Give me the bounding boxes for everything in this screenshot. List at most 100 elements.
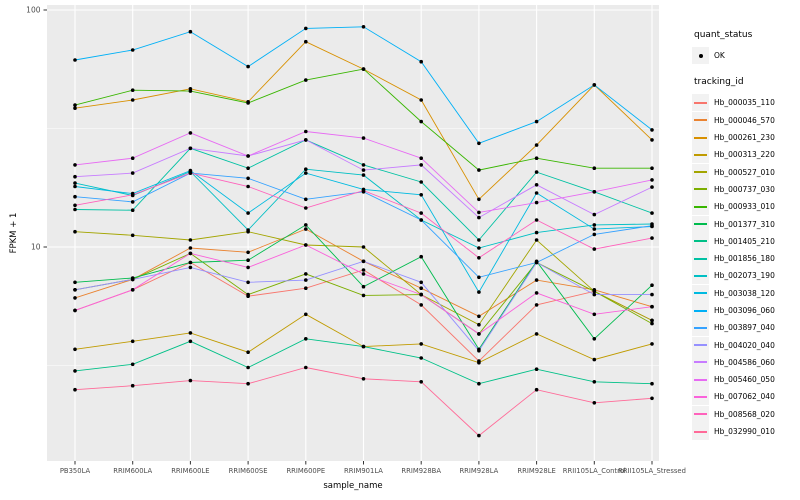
- legend-item-label: Hb_000527_010: [714, 167, 775, 177]
- line-swatch: [692, 423, 709, 441]
- legend-item-Hb_001405_210: Hb_001405_210: [692, 232, 775, 250]
- x-tick-label: RRIM928LE: [517, 467, 555, 475]
- legend-item-label: Hb_032990_010: [714, 427, 775, 437]
- x-tick-label: RRIM928LA: [459, 467, 498, 475]
- series-color-line-icon: [694, 378, 707, 381]
- line-swatch: [692, 129, 709, 147]
- x-tick-label: RRIM600LE: [171, 467, 209, 475]
- legend-item-label: Hb_007062_040: [714, 392, 775, 402]
- x-tick-label: RRIM928BA: [401, 467, 441, 475]
- legend-item-label: Hb_004020_040: [714, 340, 775, 350]
- x-tick-label: RRIM600SE: [229, 467, 268, 475]
- legend-title-tracking-id: tracking_id: [694, 77, 744, 88]
- line-swatch: [692, 215, 709, 233]
- series-color-line-icon: [694, 395, 707, 398]
- series-color-line-icon: [694, 188, 707, 191]
- y-axis-title: FPKM + 1: [9, 212, 19, 254]
- legend-item-Hb_004586_060: Hb_004586_060: [692, 353, 775, 371]
- series-color-line-icon: [694, 257, 707, 260]
- black-point-icon: [698, 53, 703, 58]
- series-color-line-icon: [694, 153, 707, 156]
- series-color-line-icon: [694, 292, 707, 295]
- x-axis-title: sample_name: [323, 481, 383, 491]
- legend-item-label: Hb_000261_230: [714, 133, 775, 143]
- line-swatch: [692, 302, 709, 319]
- series-color-line-icon: [694, 101, 707, 104]
- legend-item-label: Hb_000933_010: [714, 202, 775, 212]
- line-swatch: [692, 319, 709, 337]
- legend-item-label: Hb_003096_060: [714, 306, 775, 315]
- legend-item-label: Hb_005460_050: [714, 375, 775, 385]
- line-swatch: [692, 336, 709, 354]
- y-tick-label: 100: [26, 6, 41, 15]
- legend: quant_status OK tracking_id Hb_000035_11…: [692, 30, 775, 453]
- x-tick-label: RRIM600LA: [113, 467, 152, 475]
- legend-item-Hb_008568_020: Hb_008568_020: [692, 405, 775, 423]
- series-color-line-icon: [694, 430, 707, 433]
- legend-item-Hb_000737_030: Hb_000737_030: [692, 180, 775, 198]
- line-swatch: [692, 94, 709, 112]
- legend-item-label: Hb_003038_120: [714, 288, 775, 298]
- legend-item-label: Hb_000737_030: [714, 184, 775, 194]
- legend-item-label: Hb_008568_020: [714, 409, 775, 419]
- series-color-line-icon: [694, 223, 707, 226]
- legend-item-Hb_000933_010: Hb_000933_010: [692, 198, 775, 216]
- legend-item-label: Hb_001377_310: [714, 219, 775, 229]
- y-tick-label: 10: [31, 243, 41, 252]
- series-color-line-icon: [694, 326, 707, 329]
- line-swatch: [692, 284, 709, 302]
- series-color-line-icon: [694, 309, 707, 312]
- legend-item-label: Hb_000313_220: [714, 150, 775, 160]
- legend-item-ok: OK: [692, 47, 775, 65]
- legend-item-Hb_001377_310: Hb_001377_310: [692, 215, 775, 233]
- series-color-line-icon: [694, 361, 707, 364]
- line-swatch: [692, 180, 709, 198]
- series-color-line-icon: [694, 240, 707, 243]
- line-swatch: [692, 163, 709, 181]
- line-swatch: [692, 111, 709, 129]
- legend-section-tracking-id: tracking_id Hb_000035_110 Hb_000046_570 Hb…: [692, 77, 775, 441]
- series-color-line-icon: [694, 119, 707, 122]
- legend-item-label: Hb_001856_180: [714, 254, 775, 264]
- legend-item-Hb_032990_010: Hb_032990_010: [692, 423, 775, 441]
- legend-item-label: Hb_002073_190: [714, 271, 775, 281]
- line-swatch: [692, 371, 709, 389]
- series-color-line-icon: [694, 205, 707, 208]
- line-swatch: [692, 388, 709, 406]
- line-swatch: [692, 353, 709, 371]
- panel-background: [47, 5, 659, 461]
- x-tick-label: RRII105LA_Control: [563, 467, 626, 475]
- legend-item-Hb_005460_050: Hb_005460_050: [692, 371, 775, 389]
- legend-item-label: Hb_003897_040: [714, 323, 775, 333]
- legend-item-Hb_000261_230: Hb_000261_230: [692, 129, 775, 147]
- legend-item-Hb_000035_110: Hb_000035_110: [692, 94, 775, 112]
- x-tick-label: PB350LA: [60, 467, 91, 475]
- legend-item-Hb_002073_190: Hb_002073_190: [692, 267, 775, 285]
- line-swatch: [692, 146, 709, 164]
- x-tick-label: RRIM600PE: [286, 467, 325, 475]
- line-swatch: [692, 267, 709, 285]
- legend-item-Hb_003096_060: Hb_003096_060: [692, 302, 775, 319]
- legend-item-label: Hb_000035_110: [714, 98, 775, 108]
- ok-point-key: [692, 47, 709, 65]
- legend-item-Hb_000527_010: Hb_000527_010: [692, 163, 775, 181]
- line-swatch: [692, 250, 709, 268]
- x-tick-label: RRII105LA_Stressed: [618, 467, 686, 475]
- legend-item-Hb_003038_120: Hb_003038_120: [692, 284, 775, 302]
- legend-section-quant-status: quant_status OK: [692, 30, 775, 65]
- legend-title-quant-status: quant_status: [694, 30, 753, 40]
- line-swatch: [692, 232, 709, 250]
- line-swatch: [692, 405, 709, 423]
- legend-item-Hb_003897_040: Hb_003897_040: [692, 319, 775, 337]
- legend-item-label: Hb_000046_570: [714, 115, 775, 125]
- series-color-line-icon: [694, 413, 707, 416]
- series-color-line-icon: [694, 274, 707, 277]
- legend-item-Hb_004020_040: Hb_004020_040: [692, 336, 775, 354]
- legend-item-Hb_000046_570: Hb_000046_570: [692, 111, 775, 129]
- series-color-line-icon: [694, 136, 707, 139]
- tracking-id-items: Hb_000035_110 Hb_000046_570 Hb_000261_230 H…: [692, 94, 775, 441]
- line-swatch: [692, 198, 709, 216]
- legend-item-label: Hb_004586_060: [714, 357, 775, 367]
